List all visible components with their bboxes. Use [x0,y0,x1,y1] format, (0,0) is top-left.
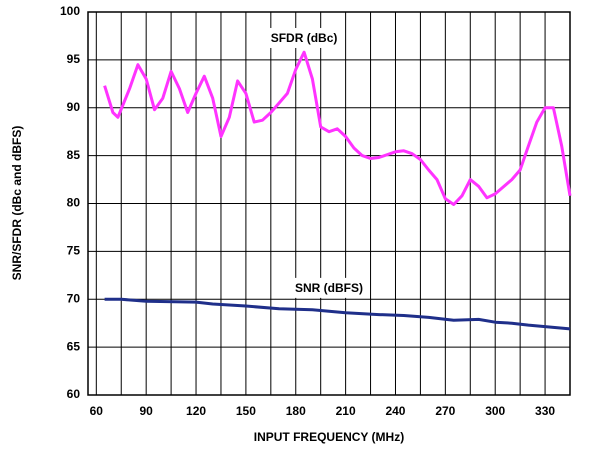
x-tick-label: 120 [186,404,206,418]
y-tick-label: 60 [67,387,81,401]
y-tick-label: 75 [67,244,81,258]
y-axis-label: SNR/SFDR (dBc and dBFS) [10,126,24,281]
x-tick-label: 240 [385,404,405,418]
x-tick-label: 60 [90,404,104,418]
annotation-bg [264,27,344,48]
y-tick-label: 95 [67,52,81,66]
annotation: SFDR (dBc) [271,31,338,45]
series-line [103,50,572,206]
x-tick-label: 210 [336,404,356,418]
x-tick-label: 300 [485,404,505,418]
y-tick-label: 70 [67,291,81,305]
annotation: SNR (dBFS) [295,281,363,295]
y-tick-label: 80 [67,196,81,210]
x-tick-label: 330 [535,404,555,418]
series-line [104,297,571,331]
x-tick-label: 180 [286,404,306,418]
y-tick-label: 100 [60,4,80,18]
y-tick-label: 90 [67,100,81,114]
plot-frame [87,11,571,396]
y-tick-label: 65 [67,339,81,353]
annotation-bg [289,277,369,298]
x-tick-label: 90 [139,404,153,418]
x-axis-label: INPUT FREQUENCY (MHz) [254,430,404,444]
x-tick-label: 150 [236,404,256,418]
y-tick-label: 85 [67,148,81,162]
x-tick-label: 270 [435,404,455,418]
